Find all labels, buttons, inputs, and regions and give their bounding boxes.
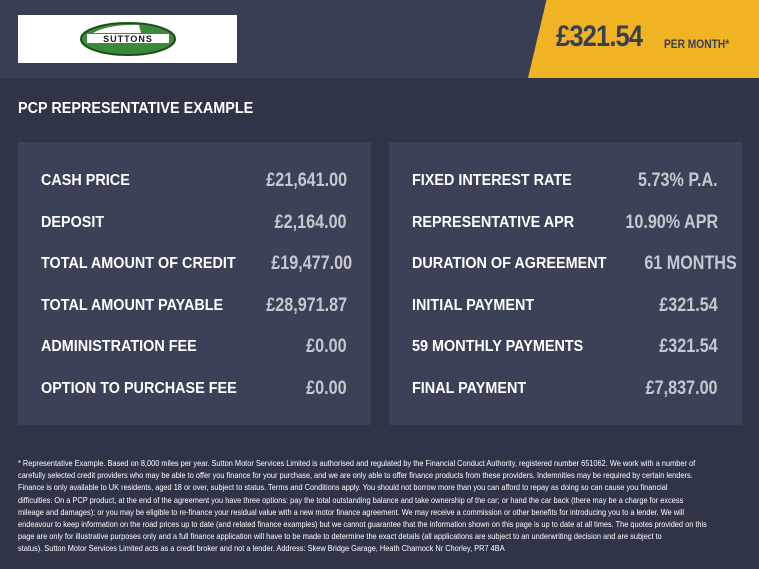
finance-label: INITIAL PAYMENT bbox=[412, 296, 535, 314]
finance-row: CASH PRICE £21,641.00 bbox=[41, 169, 347, 193]
finance-label: TOTAL AMOUNT OF CREDIT bbox=[41, 255, 236, 272]
finance-row: OPTION TO PURCHASE FEE £0.00 bbox=[41, 377, 347, 401]
finance-panel-right: FIXED INTEREST RATE 5.73% P.A. REPRESENTAT… bbox=[389, 142, 742, 425]
finance-row: DURATION OF AGREEMENT 61 MONTHS bbox=[412, 252, 737, 276]
finance-row: 59 MONTHLY PAYMENTS £321.54 bbox=[412, 335, 718, 359]
monthly-price: £321.54 bbox=[556, 20, 643, 53]
finance-value: £0.00 bbox=[306, 336, 347, 357]
finance-value: £0.00 bbox=[306, 377, 347, 399]
finance-label: DEPOSIT bbox=[41, 213, 105, 231]
finance-label: FIXED INTEREST RATE bbox=[412, 172, 572, 189]
finance-value: £2,164.00 bbox=[275, 211, 347, 233]
price-banner bbox=[528, 0, 759, 78]
disclaimer-line: page are only for illustrative purposes … bbox=[18, 531, 662, 542]
disclaimer-line: status). Sutton Motor Services Limited a… bbox=[18, 543, 505, 554]
finance-label: TOTAL AMOUNT PAYABLE bbox=[41, 296, 224, 314]
finance-label: REPRESENTATIVE APR bbox=[412, 213, 575, 231]
finance-label: FINAL PAYMENT bbox=[412, 379, 527, 397]
finance-value: 61 MONTHS bbox=[644, 253, 737, 274]
finance-label: DURATION OF AGREEMENT bbox=[412, 255, 607, 272]
finance-row: FIXED INTEREST RATE 5.73% P.A. bbox=[412, 169, 718, 193]
finance-label: OPTION TO PURCHASE FEE bbox=[41, 379, 237, 397]
per-month-label: PER MONTH* bbox=[664, 37, 730, 51]
disclaimer-line: mileage and damages); or you may be elig… bbox=[18, 506, 685, 517]
disclaimer: * Representative Example. Based on 8,000… bbox=[18, 457, 707, 555]
finance-value: £321.54 bbox=[659, 294, 718, 316]
disclaimer-line: * Representative Example. Based on 8,000… bbox=[18, 458, 696, 468]
disclaimer-line: Finance is only available to UK resident… bbox=[18, 482, 668, 493]
finance-label: CASH PRICE bbox=[41, 172, 130, 189]
finance-row: REPRESENTATIVE APR 10.90% APR bbox=[412, 211, 718, 235]
header: SUTTONS £321.54 PER MONTH* bbox=[0, 0, 759, 78]
section-title: PCP REPRESENTATIVE EXAMPLE bbox=[18, 100, 254, 117]
finance-row: TOTAL AMOUNT OF CREDIT £19,477.00 bbox=[41, 252, 352, 276]
svg-text:SUTTONS: SUTTONS bbox=[103, 34, 153, 44]
disclaimer-line: difficulties. On a PCP product, at the e… bbox=[18, 494, 684, 505]
finance-value: £321.54 bbox=[659, 336, 718, 357]
finance-row: ADMINISTRATION FEE £0.00 bbox=[41, 335, 347, 359]
finance-value: 5.73% P.A. bbox=[638, 170, 718, 191]
disclaimer-line: carefully selected credit providers who … bbox=[18, 470, 693, 481]
disclaimer-line: endeavour to keep information on the roa… bbox=[18, 519, 707, 530]
finance-label: ADMINISTRATION FEE bbox=[41, 338, 197, 355]
finance-value: £7,837.00 bbox=[646, 377, 718, 399]
finance-row: TOTAL AMOUNT PAYABLE £28,971.87 bbox=[41, 294, 347, 318]
finance-row: DEPOSIT £2,164.00 bbox=[41, 211, 347, 235]
suttons-logo-icon: SUTTONS bbox=[79, 22, 176, 56]
finance-panel-left: CASH PRICE £21,641.00 DEPOSIT £2,164.00 TOTA… bbox=[18, 142, 371, 425]
finance-row: INITIAL PAYMENT £321.54 bbox=[412, 294, 718, 318]
finance-row: FINAL PAYMENT £7,837.00 bbox=[412, 377, 718, 401]
suttons-logo[interactable]: SUTTONS bbox=[18, 15, 237, 63]
finance-value: £28,971.87 bbox=[266, 294, 347, 316]
finance-value: 10.90% APR bbox=[625, 211, 718, 233]
finance-label: 59 MONTHLY PAYMENTS bbox=[412, 338, 584, 355]
finance-value: £21,641.00 bbox=[266, 170, 347, 191]
finance-value: £19,477.00 bbox=[271, 253, 353, 274]
